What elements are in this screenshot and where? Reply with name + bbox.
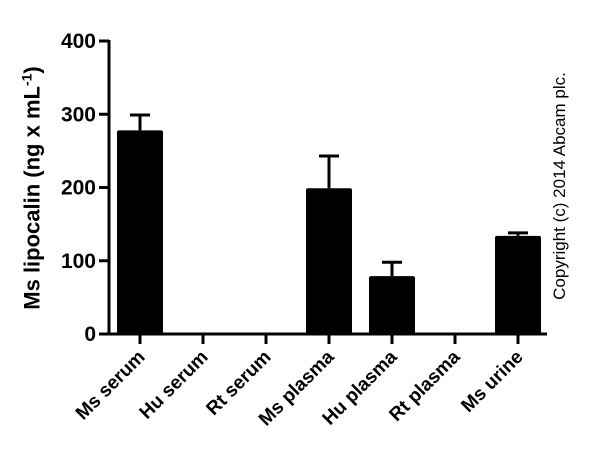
copyright-text: Copyright (c) 2014 Abcam plc.	[550, 72, 569, 300]
bar	[117, 130, 163, 334]
y-tick-label: 100	[61, 250, 96, 273]
bar	[369, 276, 415, 334]
bar	[495, 235, 541, 334]
error-bars-group	[130, 113, 528, 277]
y-axis-title-superscript: -1	[18, 73, 35, 87]
bars-group	[117, 130, 541, 334]
y-axis-ticks: 0 100 200 300 400	[61, 30, 109, 346]
x-tick-label: Hu serum	[136, 347, 213, 424]
y-axis-title-close: )	[19, 66, 45, 74]
bar	[306, 188, 352, 334]
y-tick-label: 300	[61, 103, 96, 126]
x-tick-label: Ms urine	[457, 347, 527, 417]
y-tick-label: 400	[61, 30, 96, 53]
y-tick-label: 200	[61, 177, 96, 200]
x-tick-label: Ms serum	[72, 347, 150, 425]
y-axis-title-text: Ms lipocalin (ng x mL	[19, 86, 45, 310]
y-tick-label: 0	[84, 323, 96, 346]
